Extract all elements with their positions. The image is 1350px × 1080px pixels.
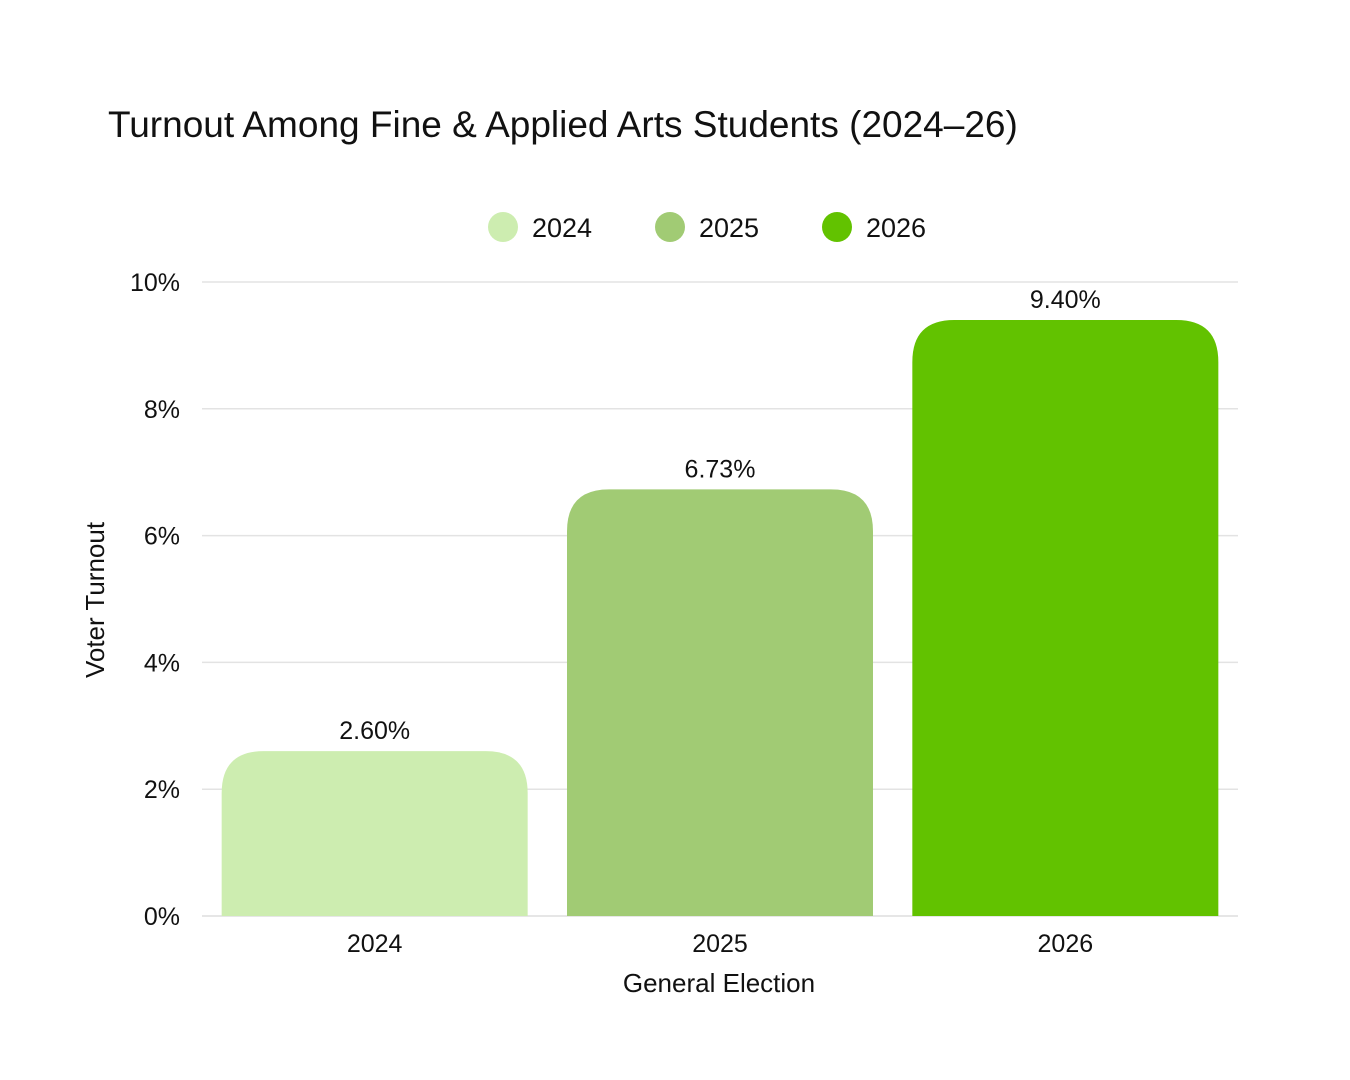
legend-item-2026: 2026 [822,212,926,243]
y-tick-label: 6% [144,523,180,551]
bar-2025 [567,489,873,916]
bar-2026 [912,320,1219,916]
legend-item-2024: 2024 [488,212,592,243]
chart-title: Turnout Among Fine & Applied Arts Studen… [108,104,1018,145]
y-tick-label: 8% [144,396,180,424]
y-tick-label: 4% [144,649,180,677]
data-label-2024: 2.60% [339,717,410,745]
legend-item-2025: 2025 [655,212,759,243]
legend: 2024 2025 2026 [488,212,926,243]
bars [221,320,1219,916]
x-axis-title: General Election [623,968,815,998]
legend-label: 2026 [866,213,926,243]
legend-swatch [822,212,852,242]
x-axis-ticks: 2024 2025 2026 [347,930,1093,958]
legend-swatch [488,212,518,242]
legend-label: 2025 [699,213,759,243]
y-axis-ticks: 0% 2% 4% 6% 8% 10% [130,269,180,931]
x-tick-label: 2025 [692,930,748,958]
legend-swatch [655,212,685,242]
y-tick-label: 10% [130,269,180,297]
legend-label: 2024 [532,213,592,243]
data-label-2025: 6.73% [685,455,756,483]
y-tick-label: 0% [144,903,180,931]
x-tick-label: 2024 [347,930,403,958]
x-tick-label: 2026 [1038,930,1094,958]
data-label-2026: 9.40% [1030,286,1101,314]
value-labels: 2.60% 6.73% 9.40% [339,286,1101,745]
y-axis-title: Voter Turnout [80,521,110,678]
bar-2024 [221,751,528,916]
y-tick-label: 2% [144,776,180,804]
